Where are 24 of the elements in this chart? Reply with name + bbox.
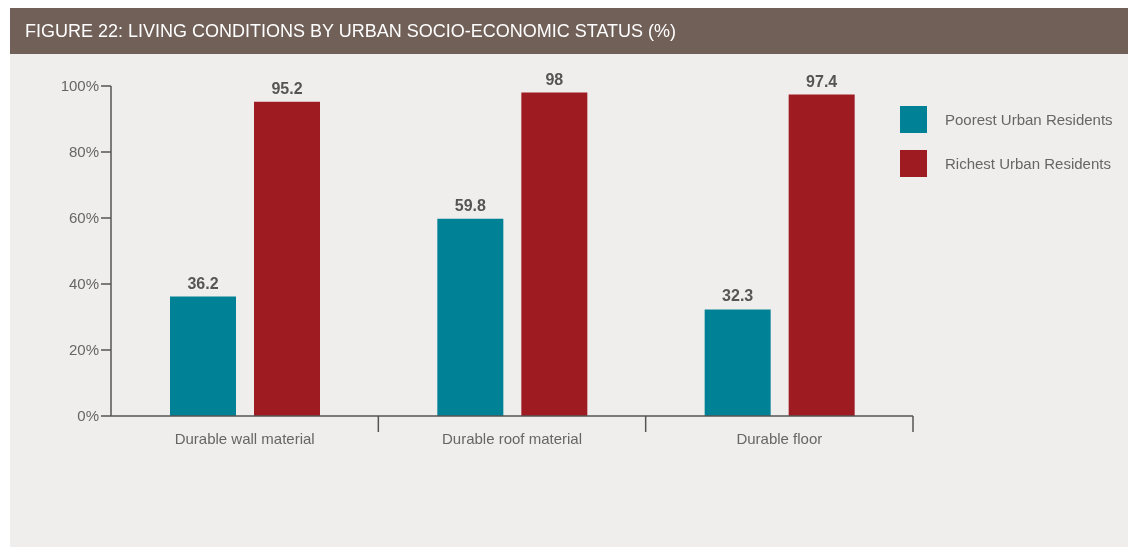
bar	[170, 296, 236, 416]
bar	[521, 92, 588, 416]
y-tick-label: 20%	[68, 341, 99, 359]
x-tick-label: Durable floor	[736, 430, 823, 447]
legend-label: Richest Urban Residents	[945, 155, 1111, 172]
data-label: 36.2	[187, 274, 219, 292]
x-tick-label: Durable wall material	[174, 430, 315, 447]
bar	[437, 218, 504, 416]
data-label: 95.2	[271, 79, 303, 97]
data-label: 97.4	[806, 72, 838, 90]
y-tick-label: 40%	[68, 275, 99, 293]
y-tick-label: 80%	[68, 143, 99, 161]
data-label: 32.3	[722, 287, 754, 305]
y-tick-label: 100%	[60, 77, 99, 95]
data-label: 59.8	[454, 196, 487, 214]
data-label: 98	[545, 70, 564, 88]
x-tick-label: Durable roof material	[441, 430, 583, 447]
y-tick-label: 60%	[68, 209, 99, 227]
chart-title: FIGURE 22: LIVING CONDITIONS BY URBAN SOCIO-ECONOMIC STATUS (%)	[10, 8, 1128, 54]
legend-label: Poorest Urban Residents	[945, 111, 1113, 128]
bar	[788, 94, 855, 416]
bar	[704, 309, 771, 416]
y-tick-label: 0%	[77, 407, 99, 425]
bar	[254, 101, 320, 416]
